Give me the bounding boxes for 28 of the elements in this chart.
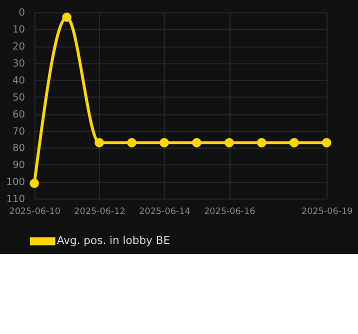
point — [127, 138, 136, 148]
y-tick-label: 30 — [12, 58, 26, 70]
y-tick-label: 80 — [12, 143, 26, 154]
point — [224, 138, 234, 148]
y-tick-label: 110 — [6, 194, 26, 206]
y-tick-label: 50 — [12, 92, 26, 104]
y-tick-label: 100 — [6, 177, 26, 188]
y-tick-label: 10 — [12, 24, 26, 36]
point — [322, 138, 332, 148]
point — [289, 138, 299, 148]
x-tick-label: 2025-06-10 — [9, 206, 61, 217]
x-tick-label: 2025-06-14 — [139, 206, 191, 217]
point — [257, 138, 266, 148]
y-tick-label: 20 — [12, 42, 26, 53]
y-tick-label: 70 — [12, 126, 26, 138]
legend-label: Avg. pos. in lobby BE — [56, 234, 170, 248]
x-tick-label: 2025-06-19 — [301, 206, 353, 217]
y-tick-label: 0 — [18, 8, 26, 19]
point — [160, 138, 169, 148]
point — [30, 178, 39, 188]
y-tick-label: 40 — [12, 75, 26, 86]
x-tick-label: 2025-06-16 — [204, 206, 256, 217]
point — [62, 12, 72, 22]
y-tick-label: 90 — [12, 160, 26, 172]
point — [192, 138, 202, 148]
x-tick-label: 2025-06-12 — [74, 206, 126, 217]
point — [94, 138, 104, 148]
y-tick-label: 60 — [12, 109, 26, 120]
